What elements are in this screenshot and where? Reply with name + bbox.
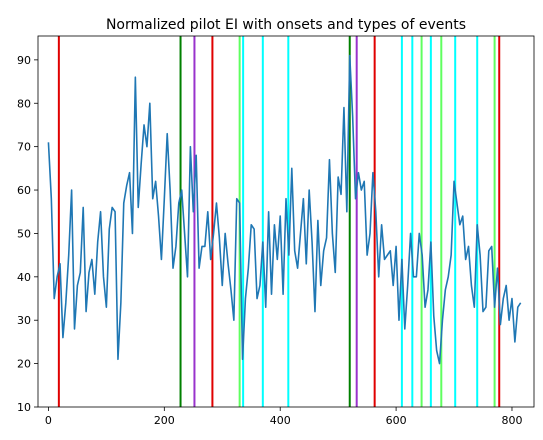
chart-title: Normalized pilot EI with onsets and type… [106, 17, 466, 33]
y-tick-label: 60 [17, 184, 31, 197]
y-tick-label: 10 [17, 401, 31, 414]
x-tick-label: 800 [501, 414, 522, 427]
y-tick-label: 20 [17, 358, 31, 371]
x-tick-label: 0 [45, 414, 52, 427]
x-tick-label: 600 [386, 414, 407, 427]
y-tick-label: 80 [17, 97, 31, 110]
y-tick-label: 70 [17, 141, 31, 154]
y-tick-label: 50 [17, 227, 31, 240]
y-tick-label: 40 [17, 271, 31, 284]
x-tick-label: 200 [154, 414, 175, 427]
y-tick-label: 30 [17, 314, 31, 327]
y-tick-label: 90 [17, 54, 31, 67]
x-tick-label: 400 [270, 414, 291, 427]
